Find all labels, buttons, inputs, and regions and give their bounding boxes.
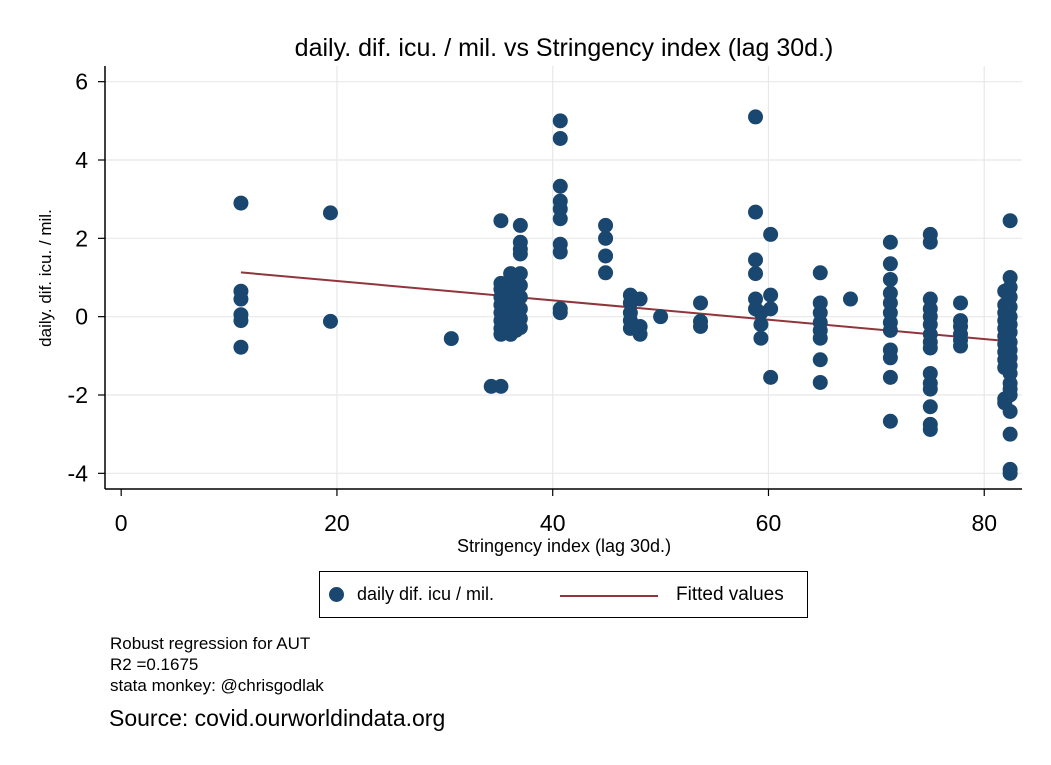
data-point	[748, 109, 764, 125]
axes: 0 20 40 60 80 -4 -2 0 2 4 6	[68, 66, 1022, 536]
gridlines	[105, 66, 1022, 489]
data-point	[812, 330, 828, 346]
data-point	[552, 178, 568, 194]
data-point	[763, 369, 779, 385]
data-point	[233, 291, 249, 307]
data-point	[882, 322, 898, 338]
data-point	[748, 266, 764, 282]
y-tick-label: 0	[75, 304, 88, 330]
data-point	[233, 339, 249, 355]
y-tick-label: 2	[75, 225, 88, 251]
data-point	[598, 230, 614, 246]
data-point	[598, 217, 614, 233]
data-point	[1002, 213, 1018, 229]
data-point	[1002, 465, 1018, 481]
data-point	[552, 211, 568, 227]
data-point	[512, 277, 528, 293]
legend-marker-line	[560, 595, 658, 597]
data-point	[753, 330, 769, 346]
data-point	[493, 213, 509, 229]
data-point	[443, 331, 459, 347]
data-point	[953, 295, 969, 311]
data-point	[493, 378, 509, 394]
data-point	[322, 205, 338, 221]
x-tick-label: 40	[540, 510, 566, 536]
note-credit: stata monkey: @chrisgodlak	[110, 676, 324, 695]
data-point	[632, 291, 648, 307]
data-point	[693, 295, 709, 311]
data-point	[512, 320, 528, 336]
data-point	[763, 226, 779, 242]
chart-title: daily. dif. icu. / mil. vs Stringency in…	[295, 34, 834, 62]
data-point	[882, 256, 898, 272]
data-point	[693, 318, 709, 334]
note-r2: R2 =0.1675	[110, 655, 199, 674]
data-point	[842, 291, 858, 307]
data-point	[512, 246, 528, 262]
data-point	[598, 265, 614, 281]
y-tick-label: -4	[68, 460, 89, 486]
data-point	[922, 399, 938, 415]
data-point	[763, 301, 779, 317]
x-tick-label: 0	[115, 510, 128, 536]
data-point	[812, 265, 828, 281]
data-point	[552, 244, 568, 260]
data-points	[233, 109, 1018, 481]
data-point	[233, 313, 249, 329]
legend-label-points: daily dif. icu / mil.	[357, 584, 495, 604]
x-axis-label: Stringency index (lag 30d.)	[457, 536, 671, 556]
data-point	[653, 309, 669, 325]
data-point	[753, 317, 769, 332]
data-point	[882, 369, 898, 385]
data-point	[748, 252, 764, 268]
data-point	[882, 413, 898, 429]
x-tick-label: 80	[971, 510, 997, 536]
data-point	[882, 271, 898, 287]
y-axis-label: daily. dif. icu. / mil.	[36, 209, 55, 347]
data-point	[922, 421, 938, 437]
data-point	[552, 113, 568, 129]
data-point	[812, 374, 828, 390]
data-point	[1002, 403, 1018, 419]
data-point	[748, 204, 764, 220]
legend: daily dif. icu / mil. Fitted values	[319, 571, 808, 618]
data-point	[512, 266, 528, 282]
y-tick-label: -2	[68, 382, 88, 408]
data-point	[953, 338, 969, 354]
data-point	[763, 287, 779, 303]
data-point	[812, 352, 828, 368]
data-point	[922, 340, 938, 356]
y-tick-label: 6	[75, 69, 88, 95]
legend-marker-dot	[329, 587, 344, 602]
data-point	[322, 313, 338, 329]
x-tick-label: 20	[324, 510, 350, 536]
data-point	[882, 350, 898, 366]
source-note: Source: covid.ourworldindata.org	[109, 705, 446, 731]
data-point	[552, 130, 568, 146]
data-point	[882, 234, 898, 250]
data-point	[552, 305, 568, 321]
data-point	[512, 217, 528, 233]
data-point	[512, 289, 528, 305]
data-point	[922, 381, 938, 397]
data-point	[233, 195, 249, 211]
data-point	[1002, 426, 1018, 442]
data-point	[922, 234, 938, 250]
data-point	[598, 248, 614, 264]
x-tick-label: 60	[756, 510, 782, 536]
data-point	[632, 326, 648, 342]
legend-label-fitted: Fitted values	[676, 584, 784, 605]
data-point	[1002, 387, 1018, 403]
y-tick-label: 4	[75, 147, 88, 173]
note-regression: Robust regression for AUT	[110, 634, 311, 653]
